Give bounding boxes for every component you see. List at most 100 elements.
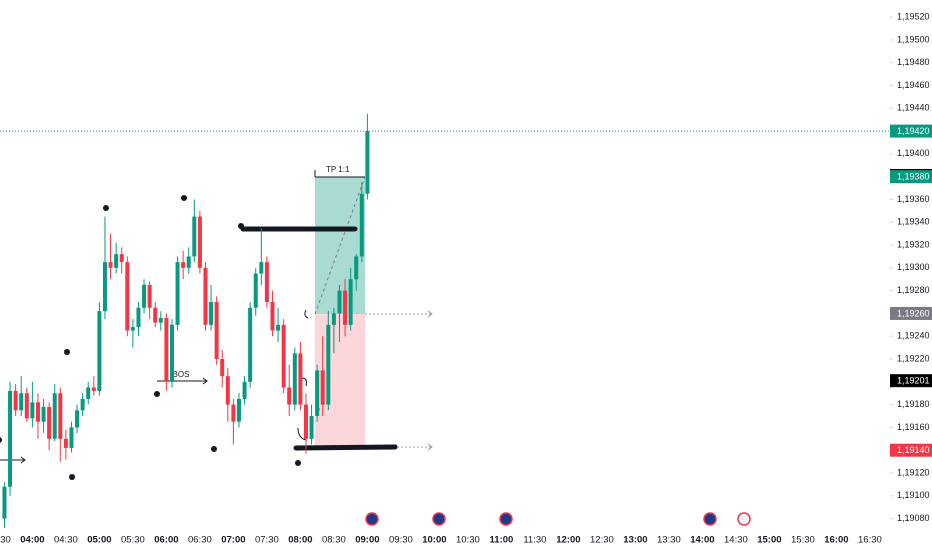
x-tick-label: 08:00: [288, 535, 312, 546]
swing-dots: [0, 195, 301, 480]
y-tick-label: 1,19080: [897, 513, 930, 523]
candle-body: [47, 406, 52, 439]
candle-body: [197, 216, 202, 268]
arrow-head: [427, 310, 433, 318]
bos-text: BOS: [173, 370, 190, 379]
x-tick-label: 12:30: [590, 535, 614, 546]
candle-body: [236, 398, 241, 422]
candle-body: [91, 387, 96, 391]
y-tick-label: 1,19240: [897, 331, 930, 341]
y-tick-label: 1,19280: [897, 285, 930, 295]
y-tick-label: 1,19120: [897, 467, 930, 477]
candle-body: [281, 324, 286, 388]
candle-body: [35, 402, 40, 422]
candle-body: [192, 216, 197, 257]
y-tick-label: 1,19220: [897, 353, 930, 363]
candle-body: [30, 402, 35, 419]
candle-body: [315, 370, 320, 417]
y-tick-label: 1,19300: [897, 262, 930, 272]
candle-body: [41, 406, 46, 422]
candle-body: [58, 393, 63, 439]
y-tick-label: 1,19320: [897, 239, 930, 249]
y-tick-label: 1,19520: [897, 11, 930, 21]
plot: [0, 113, 890, 528]
x-tick-label: 14:00: [690, 535, 714, 546]
candle-body: [130, 327, 135, 331]
candle-body: [298, 353, 303, 405]
candle-body: [125, 262, 130, 331]
candle-body: [365, 131, 370, 194]
arrow-head: [427, 443, 433, 451]
candle-body: [343, 290, 348, 325]
price-label-box: [890, 443, 932, 457]
x-tick-label: 05:30: [121, 535, 145, 546]
candle-body: [303, 404, 308, 439]
x-tick-label: 11:30: [523, 535, 546, 546]
x-tick-label: 09:00: [355, 535, 379, 546]
candle-body: [287, 387, 292, 405]
candle-body: [331, 313, 336, 325]
candle-body: [276, 324, 281, 331]
x-tick-label: 06:00: [154, 535, 178, 546]
candle-body: [253, 273, 258, 308]
candle-body: [348, 279, 353, 325]
candle-body: [19, 393, 24, 411]
x-tick-label: 06:30: [188, 535, 212, 546]
x-tick-label: 14:30: [724, 535, 748, 546]
candle-body: [270, 302, 275, 331]
candle-body: [147, 284, 152, 308]
candle-body: [359, 193, 364, 257]
candle-body: [108, 262, 113, 268]
candle-body: [52, 393, 57, 439]
candle-body: [119, 254, 124, 263]
x-tick-label: 16:00: [824, 535, 848, 546]
candle-body: [225, 376, 230, 405]
x-tick-label: 08:30: [322, 535, 346, 546]
candle-body: [8, 390, 13, 487]
candle-body: [292, 353, 297, 405]
price-label-box: [890, 170, 932, 184]
candle-body: [242, 381, 247, 399]
candle-body: [69, 427, 74, 448]
candle-body: [153, 307, 158, 323]
trend-line: [314, 176, 366, 315]
price-label: 1,19380: [897, 172, 930, 182]
y-tick-label: 1,19340: [897, 217, 930, 227]
x-tick-label: 13:00: [623, 535, 647, 546]
arrow-head: [20, 456, 26, 464]
candle-body: [320, 370, 325, 405]
candle-body: [220, 359, 225, 377]
candle-body: [13, 390, 18, 411]
x-tick-label: 16:30: [858, 535, 882, 546]
price-label: 1,19420: [897, 126, 930, 136]
candle-body: [337, 290, 342, 314]
level-line: [293, 444, 398, 451]
candle-body: [186, 256, 191, 268]
candle-body: [214, 302, 219, 360]
y-tick-label: 1,19100: [897, 490, 930, 500]
candle-body: [181, 262, 186, 268]
x-tick-label: 03:30: [0, 535, 11, 546]
candle-body: [80, 398, 85, 411]
y-tick-label: 1,19440: [897, 103, 930, 113]
y-tick-label: 1,19360: [897, 194, 930, 204]
event-icons: [365, 512, 751, 526]
candle-body: [264, 262, 269, 303]
candle-body: [114, 254, 119, 268]
y-tick-label: 1,19180: [897, 399, 930, 409]
candle-body: [136, 307, 141, 328]
candle-body: [164, 318, 169, 382]
arrow-head: [202, 377, 208, 385]
x-tick-label: 09:30: [389, 535, 413, 546]
candle-body: [309, 416, 314, 439]
candle-body: [354, 256, 359, 280]
x-tick-label: 15:00: [757, 535, 781, 546]
price-label-box: [890, 124, 932, 138]
drawings: TP 1:1 BOS: [0, 165, 433, 480]
x-tick-label: 12:00: [556, 535, 580, 546]
x-tick-label: 04:30: [54, 535, 78, 546]
candle-body: [259, 262, 264, 274]
y-tick-label: 1,19400: [897, 148, 930, 158]
price-label: 1,19140: [897, 445, 930, 455]
candle-body: [231, 404, 236, 422]
